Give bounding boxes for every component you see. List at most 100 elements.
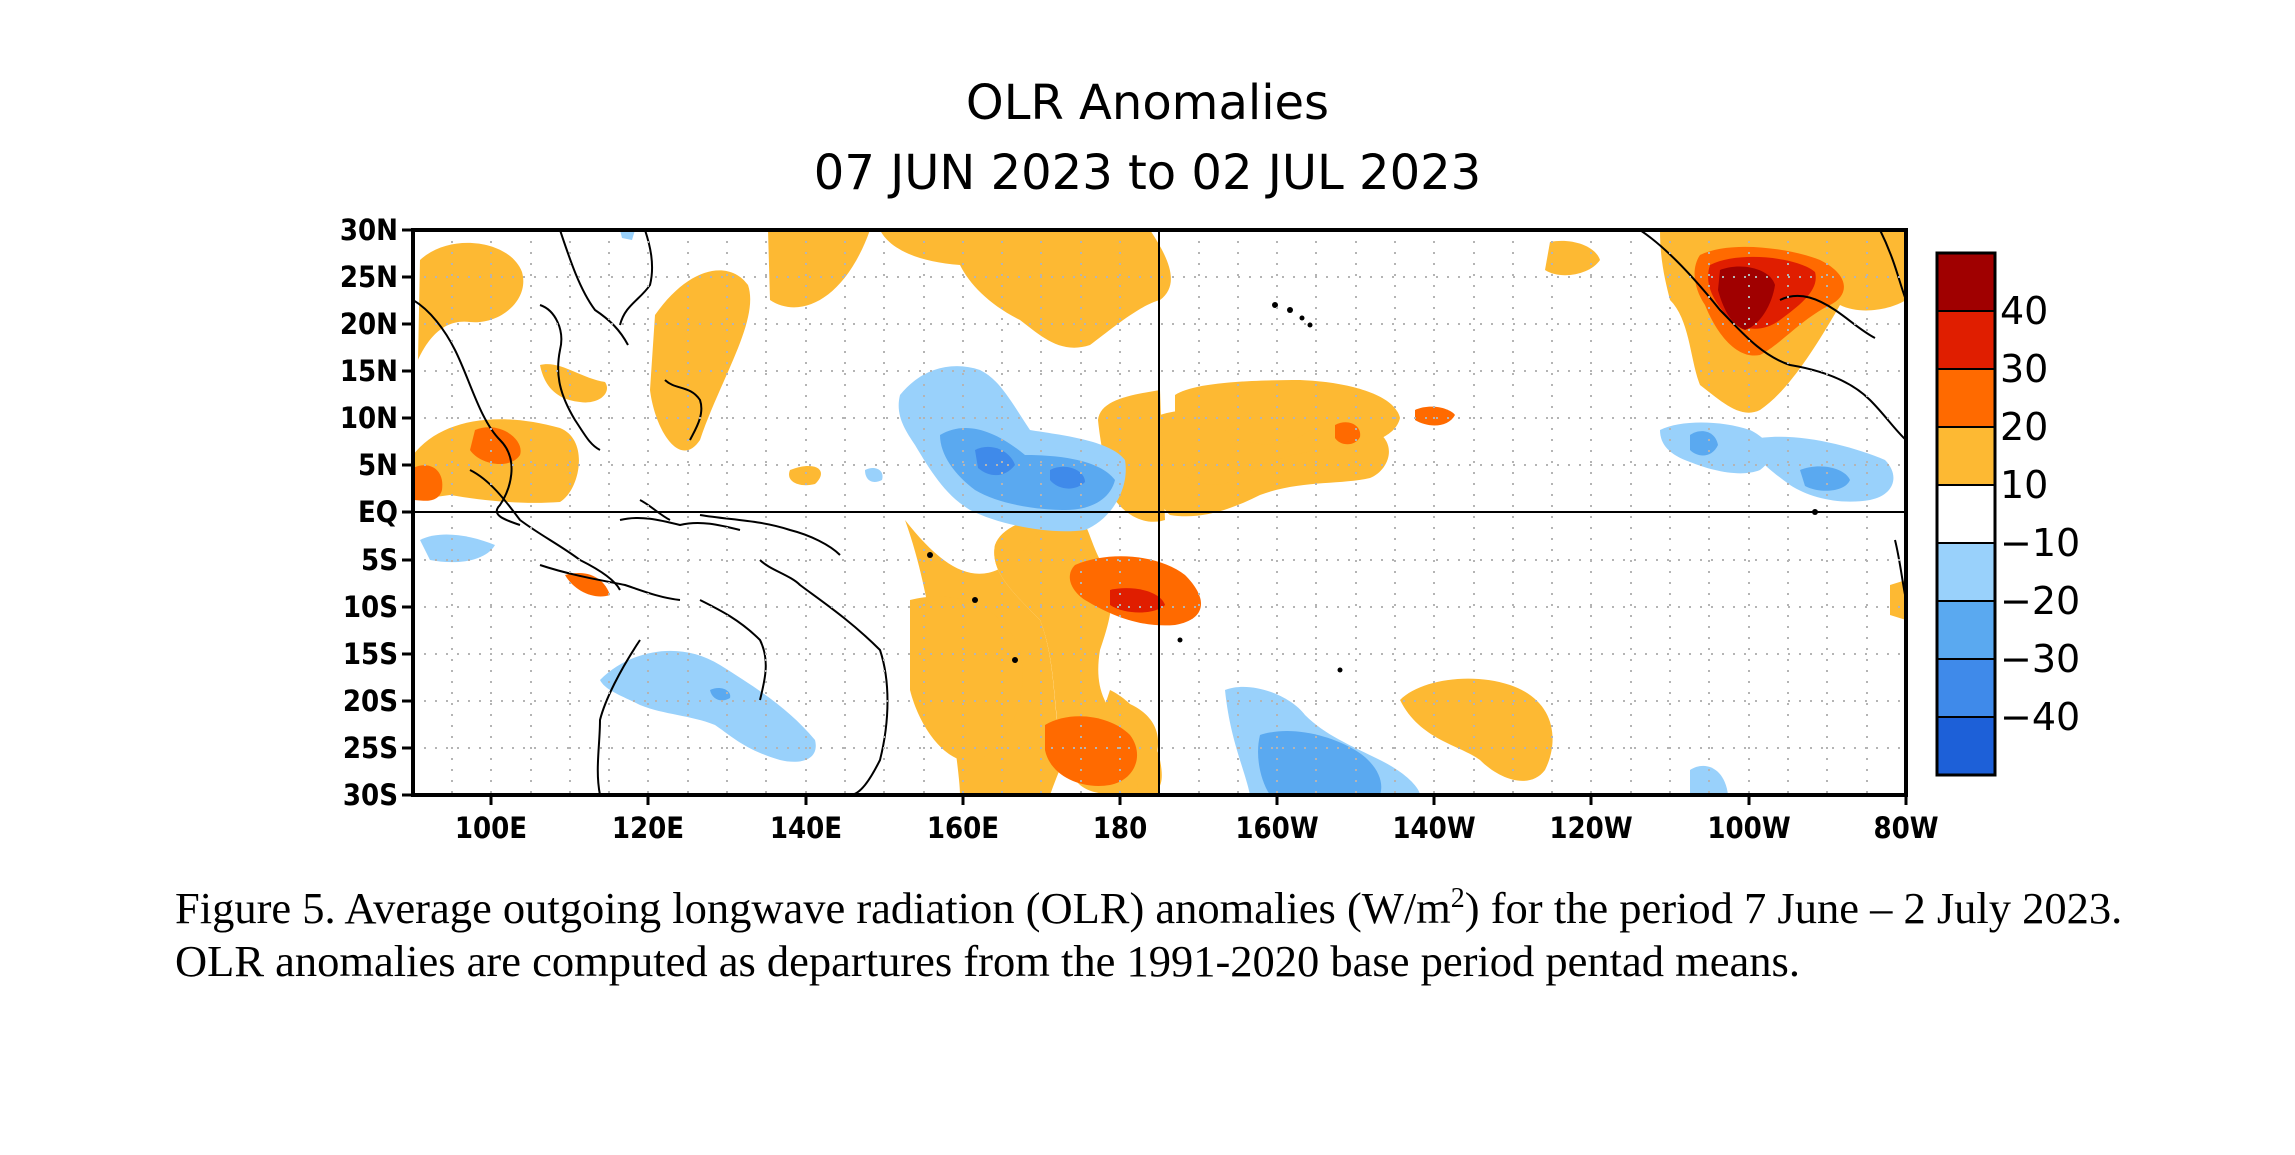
anomaly-region [620, 230, 635, 240]
anomaly-region [1050, 466, 1085, 489]
anomaly-region [1890, 580, 1906, 620]
island [1012, 657, 1018, 663]
anomaly-region [910, 596, 1023, 762]
negative-30-regions [975, 446, 1085, 489]
legend-label: 40 [2000, 289, 2048, 333]
title-line-1: OLR Anomalies [965, 75, 1330, 131]
legend-label: −40 [2000, 695, 2080, 739]
anomaly-region [1718, 266, 1775, 330]
anomaly-region [768, 230, 870, 308]
legend-label: 20 [2000, 405, 2048, 449]
island [1337, 667, 1343, 673]
caption-text-end: ) for the period 7 June – 2 July 2023. O… [175, 883, 2123, 986]
anomaly-region [420, 534, 495, 563]
anomaly-region [1225, 411, 1320, 445]
island [1307, 322, 1313, 328]
lat-label: 15N [340, 354, 398, 388]
lat-label: 10N [340, 401, 398, 435]
anomaly-region [880, 230, 1171, 348]
legend-swatch [1937, 543, 1995, 601]
island [972, 597, 978, 603]
lat-label: 30S [343, 778, 398, 812]
legend-label: 10 [2000, 463, 2048, 507]
grid [413, 230, 1906, 795]
anomaly-region [865, 468, 883, 482]
island [1177, 637, 1183, 643]
coastline [539, 564, 681, 601]
lon-label: 140W [1392, 811, 1475, 845]
lat-label: 25S [343, 731, 398, 765]
lon-label: 140E [770, 811, 842, 845]
anomaly-region [418, 242, 524, 360]
legend-label: −30 [2000, 637, 2080, 681]
legend-label: −20 [2000, 579, 2080, 623]
anomaly-region [470, 427, 521, 465]
lon-label: 120W [1549, 811, 1632, 845]
lon-label: 120E [612, 811, 684, 845]
lon-label: 80W [1873, 811, 1938, 845]
map-title: OLR Anomalies 07 JUN 2023 to 02 JUL 2023 [0, 68, 2295, 208]
lon-label: 100E [455, 811, 527, 845]
lon-label: 160W [1235, 811, 1318, 845]
islands [927, 302, 1818, 673]
coastline [619, 516, 741, 531]
positive-40-regions [1718, 266, 1775, 330]
coastline [413, 299, 521, 526]
legend-label: 30 [2000, 347, 2048, 391]
title-line-2: 07 JUN 2023 to 02 JUL 2023 [813, 145, 1482, 201]
anomaly-region [1045, 716, 1138, 786]
legend-swatch [1937, 311, 1995, 369]
anomaly-field [413, 230, 1906, 795]
figure-caption: Figure 5. Average outgoing longwave radi… [175, 882, 2175, 988]
anomaly-region [650, 270, 751, 451]
axis-ticks [402, 228, 1908, 805]
anomaly-region [710, 687, 731, 701]
anomaly-region [1690, 431, 1718, 456]
lat-labels: 30N 25N 20N 15N 10N 5N EQ 5S 10S 15S 20S… [340, 213, 398, 812]
anomaly-region [1415, 406, 1455, 426]
lon-labels: 100E 120E 140E 160E 180 160W 140W 120W 1… [455, 811, 1939, 845]
island [927, 552, 933, 558]
legend-label: −10 [2000, 521, 2080, 565]
coastline [639, 499, 671, 521]
lon-label: 160E [927, 811, 999, 845]
lat-label: 20S [343, 684, 398, 718]
legend-swatch [1937, 717, 1995, 775]
island [1272, 302, 1278, 308]
legend-swatch [1937, 427, 1995, 485]
coastline [1779, 294, 1876, 339]
lat-label: 10S [343, 590, 398, 624]
anomaly-region [789, 465, 821, 486]
coastline [596, 639, 641, 795]
coastline [469, 469, 621, 591]
anomaly-region [1545, 240, 1600, 276]
legend-swatch [1937, 485, 1995, 543]
lat-label: 5S [361, 543, 398, 577]
coastline [699, 599, 767, 701]
lon-label: 180 [1093, 811, 1147, 845]
coastline [539, 304, 601, 451]
coastline [699, 514, 841, 556]
coastline [619, 230, 654, 326]
legend-frame [1935, 251, 1997, 777]
lat-label: 30N [340, 213, 398, 247]
island [1299, 315, 1305, 321]
legend-swatch [1937, 659, 1995, 717]
lat-label: 5N [358, 448, 398, 482]
lat-label: 20N [340, 307, 398, 341]
coastline [1639, 230, 1906, 441]
anomaly-region [600, 650, 816, 762]
lon-label: 100W [1707, 811, 1790, 845]
coastline [559, 230, 629, 346]
lat-label: 15S [343, 637, 398, 671]
coastline [664, 379, 703, 441]
anomaly-region [975, 446, 1015, 476]
anomaly-region [413, 465, 443, 501]
caption-text-start: Figure 5. Average outgoing longwave radi… [175, 883, 1451, 933]
anomaly-region [1335, 422, 1361, 445]
anomaly-region [1800, 466, 1850, 491]
coastline [759, 559, 889, 795]
anomaly-region [540, 364, 608, 403]
legend-swatch [1937, 601, 1995, 659]
coastlines [413, 230, 1906, 795]
